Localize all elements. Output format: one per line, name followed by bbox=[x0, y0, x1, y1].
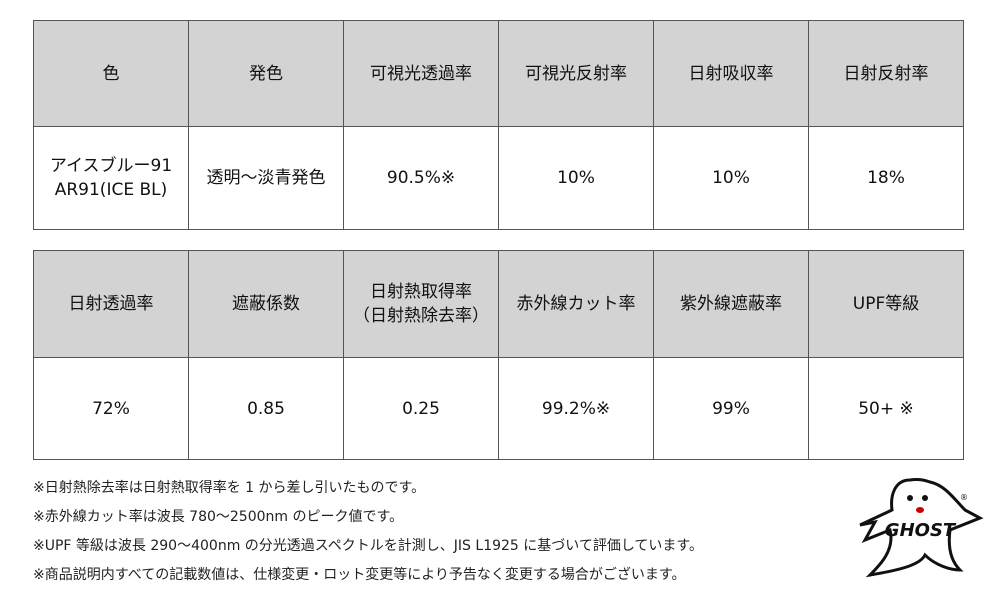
data-cell: 72% bbox=[33, 357, 189, 460]
header-cell: 可視光透過率 bbox=[343, 20, 499, 127]
data-cell: アイスブルー91 AR91(ICE BL) bbox=[33, 126, 189, 230]
data-cell: 0.85 bbox=[188, 357, 344, 460]
header-cell: 日射透過率 bbox=[33, 250, 189, 358]
data-cell: 90.5%※ bbox=[343, 126, 499, 230]
spec-table-2: 日射透過率 遮蔽係数 日射熱取得率 （日射熱除去率） 赤外線カット率 紫外線遮蔽… bbox=[33, 250, 964, 460]
header-cell: UPF等級 bbox=[808, 250, 964, 358]
data-cell: 透明～淡青発色 bbox=[188, 126, 344, 230]
header-cell: 発色 bbox=[188, 20, 344, 127]
footnote: ※日射熱除去率は日射熱取得率を 1 から差し引いたものです。 bbox=[33, 480, 426, 496]
header-cell: 赤外線カット率 bbox=[498, 250, 654, 358]
header-cell: 日射熱取得率 （日射熱除去率） bbox=[343, 250, 499, 358]
header-cell: 色 bbox=[33, 20, 189, 127]
data-row: アイスブルー91 AR91(ICE BL) 透明～淡青発色 90.5%※ 10%… bbox=[33, 126, 964, 230]
data-cell: 99.2%※ bbox=[498, 357, 654, 460]
footnote: ※商品説明内すべての記載数値は、仕様変更・ロット変更等により予告なく変更する場合… bbox=[33, 567, 686, 583]
header-cell: 遮蔽係数 bbox=[188, 250, 344, 358]
ghost-logo-icon: GHOST ® bbox=[859, 477, 984, 578]
data-cell: 50+ ※ bbox=[808, 357, 964, 460]
header-row: 色 発色 可視光透過率 可視光反射率 日射吸収率 日射反射率 bbox=[33, 20, 964, 127]
data-row: 72% 0.85 0.25 99.2%※ 99% 50+ ※ bbox=[33, 357, 964, 460]
data-cell: 99% bbox=[653, 357, 809, 460]
footnotes: ※日射熱除去率は日射熱取得率を 1 から差し引いたものです。 ※赤外線カット率は… bbox=[33, 474, 703, 590]
data-cell: 18% bbox=[808, 126, 964, 230]
spec-table-1: 色 発色 可視光透過率 可視光反射率 日射吸収率 日射反射率 アイスブルー91 … bbox=[33, 20, 964, 230]
header-cell: 可視光反射率 bbox=[498, 20, 654, 127]
data-cell: 10% bbox=[653, 126, 809, 230]
logo-text: GHOST bbox=[885, 520, 957, 541]
footnote: ※赤外線カット率は波長 780～2500nm のピーク値です。 bbox=[33, 509, 404, 525]
header-row: 日射透過率 遮蔽係数 日射熱取得率 （日射熱除去率） 赤外線カット率 紫外線遮蔽… bbox=[33, 250, 964, 358]
svg-text:®: ® bbox=[960, 493, 968, 502]
data-cell: 10% bbox=[498, 126, 654, 230]
header-cell: 日射吸収率 bbox=[653, 20, 809, 127]
data-cell: 0.25 bbox=[343, 357, 499, 460]
header-cell: 紫外線遮蔽率 bbox=[653, 250, 809, 358]
header-cell: 日射反射率 bbox=[808, 20, 964, 127]
footnote: ※UPF 等級は波長 290～400nm の分光透過スペクトルを計測し、JIS … bbox=[33, 538, 704, 554]
